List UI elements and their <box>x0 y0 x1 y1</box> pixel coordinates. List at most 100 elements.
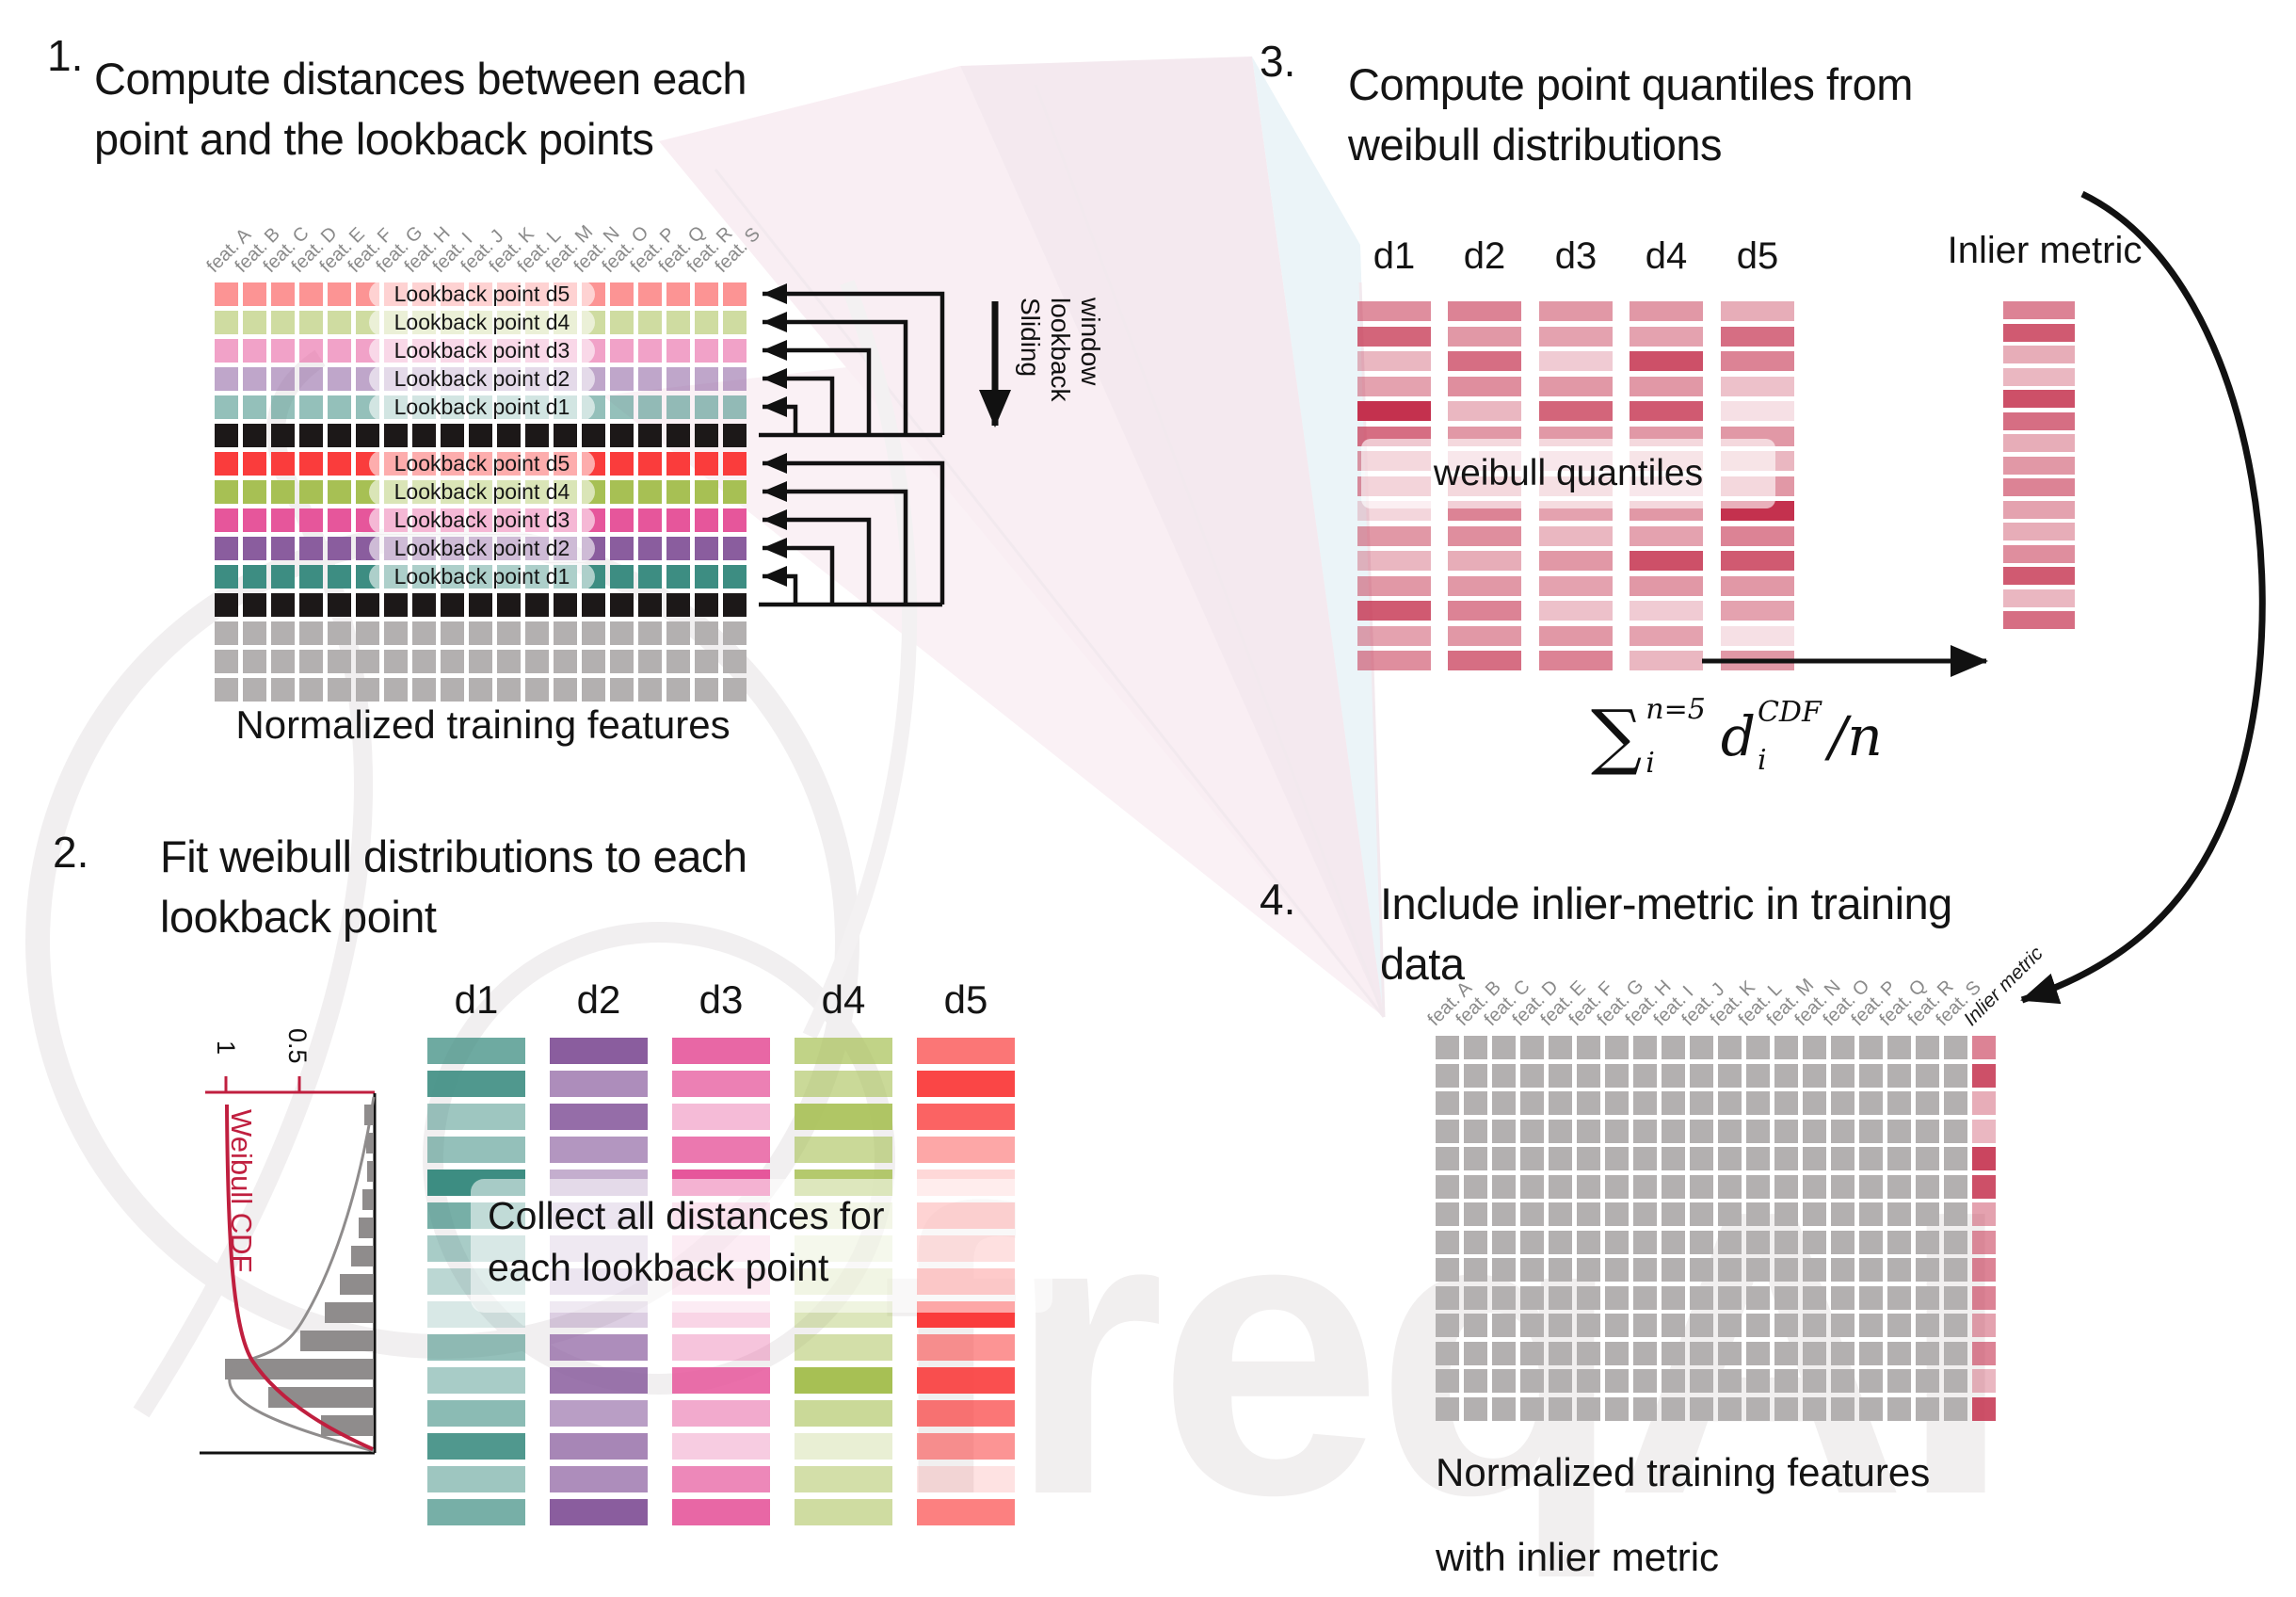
matrix-cell <box>299 367 323 391</box>
quantile-bar <box>1630 525 1703 546</box>
matrix-cell <box>610 452 634 476</box>
matrix-cell <box>299 621 323 645</box>
matrix-cell <box>299 678 323 702</box>
matrix-cell <box>638 282 662 306</box>
plot-pdf-curve <box>228 1096 376 1453</box>
matrix-cell <box>271 311 295 334</box>
training-cell <box>1662 1314 1685 1337</box>
quantile-bar <box>1721 601 1794 621</box>
training-cell <box>1549 1285 1572 1310</box>
training-cell <box>1605 1063 1629 1088</box>
sliding-label-line: lookback <box>1046 298 1075 402</box>
step-3-title-line1: Compute point quantiles from <box>1348 59 1913 109</box>
matrix-cell <box>243 678 266 702</box>
quantile-bar <box>1539 551 1613 571</box>
training-cell <box>1464 1314 1487 1337</box>
distance-bar <box>550 1038 648 1064</box>
training-cell <box>1690 1147 1713 1170</box>
training-cell <box>1633 1341 1657 1365</box>
training-cell <box>1577 1174 1600 1199</box>
training-cell <box>1831 1314 1854 1337</box>
training-cell <box>1633 1202 1657 1226</box>
matrix-cell <box>610 565 634 589</box>
matrix-cell <box>695 537 718 560</box>
matrix-cell <box>723 282 747 306</box>
training-cell <box>1831 1091 1854 1115</box>
matrix-cell <box>610 282 634 306</box>
training-cell <box>1577 1230 1600 1254</box>
distance-column-header: d1 <box>454 977 499 1022</box>
training-cell <box>1859 1396 1883 1421</box>
training-cell <box>1746 1230 1770 1254</box>
lookback-row-label: Lookback point d1 <box>369 394 595 421</box>
inlier-metric-formula: ∑ n=5 i d CDF i /n <box>1591 693 1883 780</box>
quantile-bar <box>1357 651 1431 670</box>
distance-bar <box>795 1367 892 1394</box>
p3-inlier-column <box>2003 301 2075 631</box>
training-cell <box>1605 1202 1629 1226</box>
matrix-cell <box>215 678 238 702</box>
lookback-row-label: Lookback point d4 <box>369 478 595 506</box>
matrix-cell <box>271 678 295 702</box>
training-cell <box>1662 1119 1685 1143</box>
training-cell <box>1492 1314 1516 1337</box>
training-cell <box>1831 1119 1854 1143</box>
step-1-title: Compute distances between each point and… <box>94 49 747 169</box>
training-cell <box>1916 1147 1939 1170</box>
matrix-cell <box>723 452 747 476</box>
matrix-cell <box>610 424 634 447</box>
training-cell <box>1662 1174 1685 1199</box>
quantile-bar <box>1721 551 1794 571</box>
matrix-cell <box>723 678 747 702</box>
training-cell <box>1633 1314 1657 1337</box>
matrix-cell <box>328 311 351 334</box>
matrix-cell <box>695 593 718 617</box>
matrix-cell <box>271 282 295 306</box>
inlier-metric-bar <box>2003 500 2075 519</box>
matrix-cell <box>666 593 690 617</box>
quantile-column-header: d2 <box>1463 235 1506 277</box>
matrix-cell <box>215 395 238 419</box>
training-cell <box>1520 1063 1544 1088</box>
training-cell <box>1577 1063 1600 1088</box>
training-cell <box>1887 1119 1911 1143</box>
inlier-metric-cell <box>1972 1258 1996 1282</box>
training-cell <box>1464 1369 1487 1393</box>
matrix-cell <box>582 621 605 645</box>
training-cell <box>1492 1091 1516 1115</box>
quantile-bar <box>1448 525 1521 546</box>
training-cell <box>1859 1036 1883 1059</box>
matrix-cell <box>328 621 351 645</box>
training-cell <box>1887 1202 1911 1226</box>
training-cell <box>1492 1202 1516 1226</box>
training-cell <box>1746 1063 1770 1088</box>
training-cell <box>1831 1285 1854 1310</box>
training-cell <box>1492 1036 1516 1059</box>
matrix-cell <box>695 367 718 391</box>
inlier-metric-cell <box>1972 1202 1996 1226</box>
step-4-title-line2: data <box>1380 939 1465 989</box>
training-cell <box>1831 1258 1854 1282</box>
matrix-cell <box>243 424 266 447</box>
training-cell <box>1690 1258 1713 1282</box>
p2-overlay-note: Collect all distances for each lookback … <box>471 1179 1052 1313</box>
training-cell <box>1944 1230 1967 1254</box>
weibull-cdf-axis-label: Weibull CDF <box>225 1109 258 1273</box>
distance-bar <box>795 1104 892 1130</box>
training-cell <box>1718 1285 1742 1310</box>
training-cell <box>1662 1341 1685 1365</box>
matrix-cell <box>328 282 351 306</box>
quantile-bar <box>1357 301 1431 321</box>
training-cell <box>1803 1341 1826 1365</box>
training-cell <box>1662 1202 1685 1226</box>
matrix-cell <box>215 452 238 476</box>
training-cell <box>1520 1341 1544 1365</box>
training-cell <box>1859 1230 1883 1254</box>
matrix-cell <box>271 452 295 476</box>
matrix-cell <box>271 565 295 589</box>
training-cell <box>1436 1063 1459 1088</box>
inlier-metric-bar <box>2003 567 2075 585</box>
matrix-cell <box>271 480 295 504</box>
training-cell <box>1774 1314 1798 1337</box>
matrix-cell <box>525 650 549 673</box>
